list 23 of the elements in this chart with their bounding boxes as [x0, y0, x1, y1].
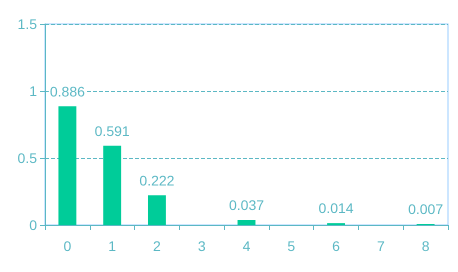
data-label: 0.222	[139, 172, 175, 188]
x-tick-label: 8	[422, 238, 430, 254]
bar	[103, 146, 122, 225]
x-tick-label: 4	[242, 238, 251, 254]
x-tick-label: 3	[198, 238, 206, 254]
x-tick-label: 1	[108, 238, 116, 254]
x-tick-label: 0	[63, 238, 72, 254]
data-label: 0.591	[94, 122, 130, 139]
bar	[238, 220, 256, 225]
x-tick-label: 6	[332, 238, 340, 254]
y-tick-label: 0.5	[18, 150, 38, 166]
data-label: 0.014	[318, 200, 354, 216]
data-label: 0.007	[408, 201, 444, 218]
bar	[58, 106, 76, 225]
y-tick-label: 1.5	[18, 16, 38, 32]
bar	[148, 195, 166, 225]
data-label: 0.037	[228, 197, 264, 214]
x-tick-label: 2	[153, 238, 162, 254]
x-tick-label: 7	[376, 238, 385, 254]
y-tick-label: 0	[29, 217, 38, 233]
data-label: 0.886	[50, 83, 86, 100]
x-tick-label: 5	[287, 238, 296, 254]
y-tick-label: 1	[29, 83, 38, 99]
